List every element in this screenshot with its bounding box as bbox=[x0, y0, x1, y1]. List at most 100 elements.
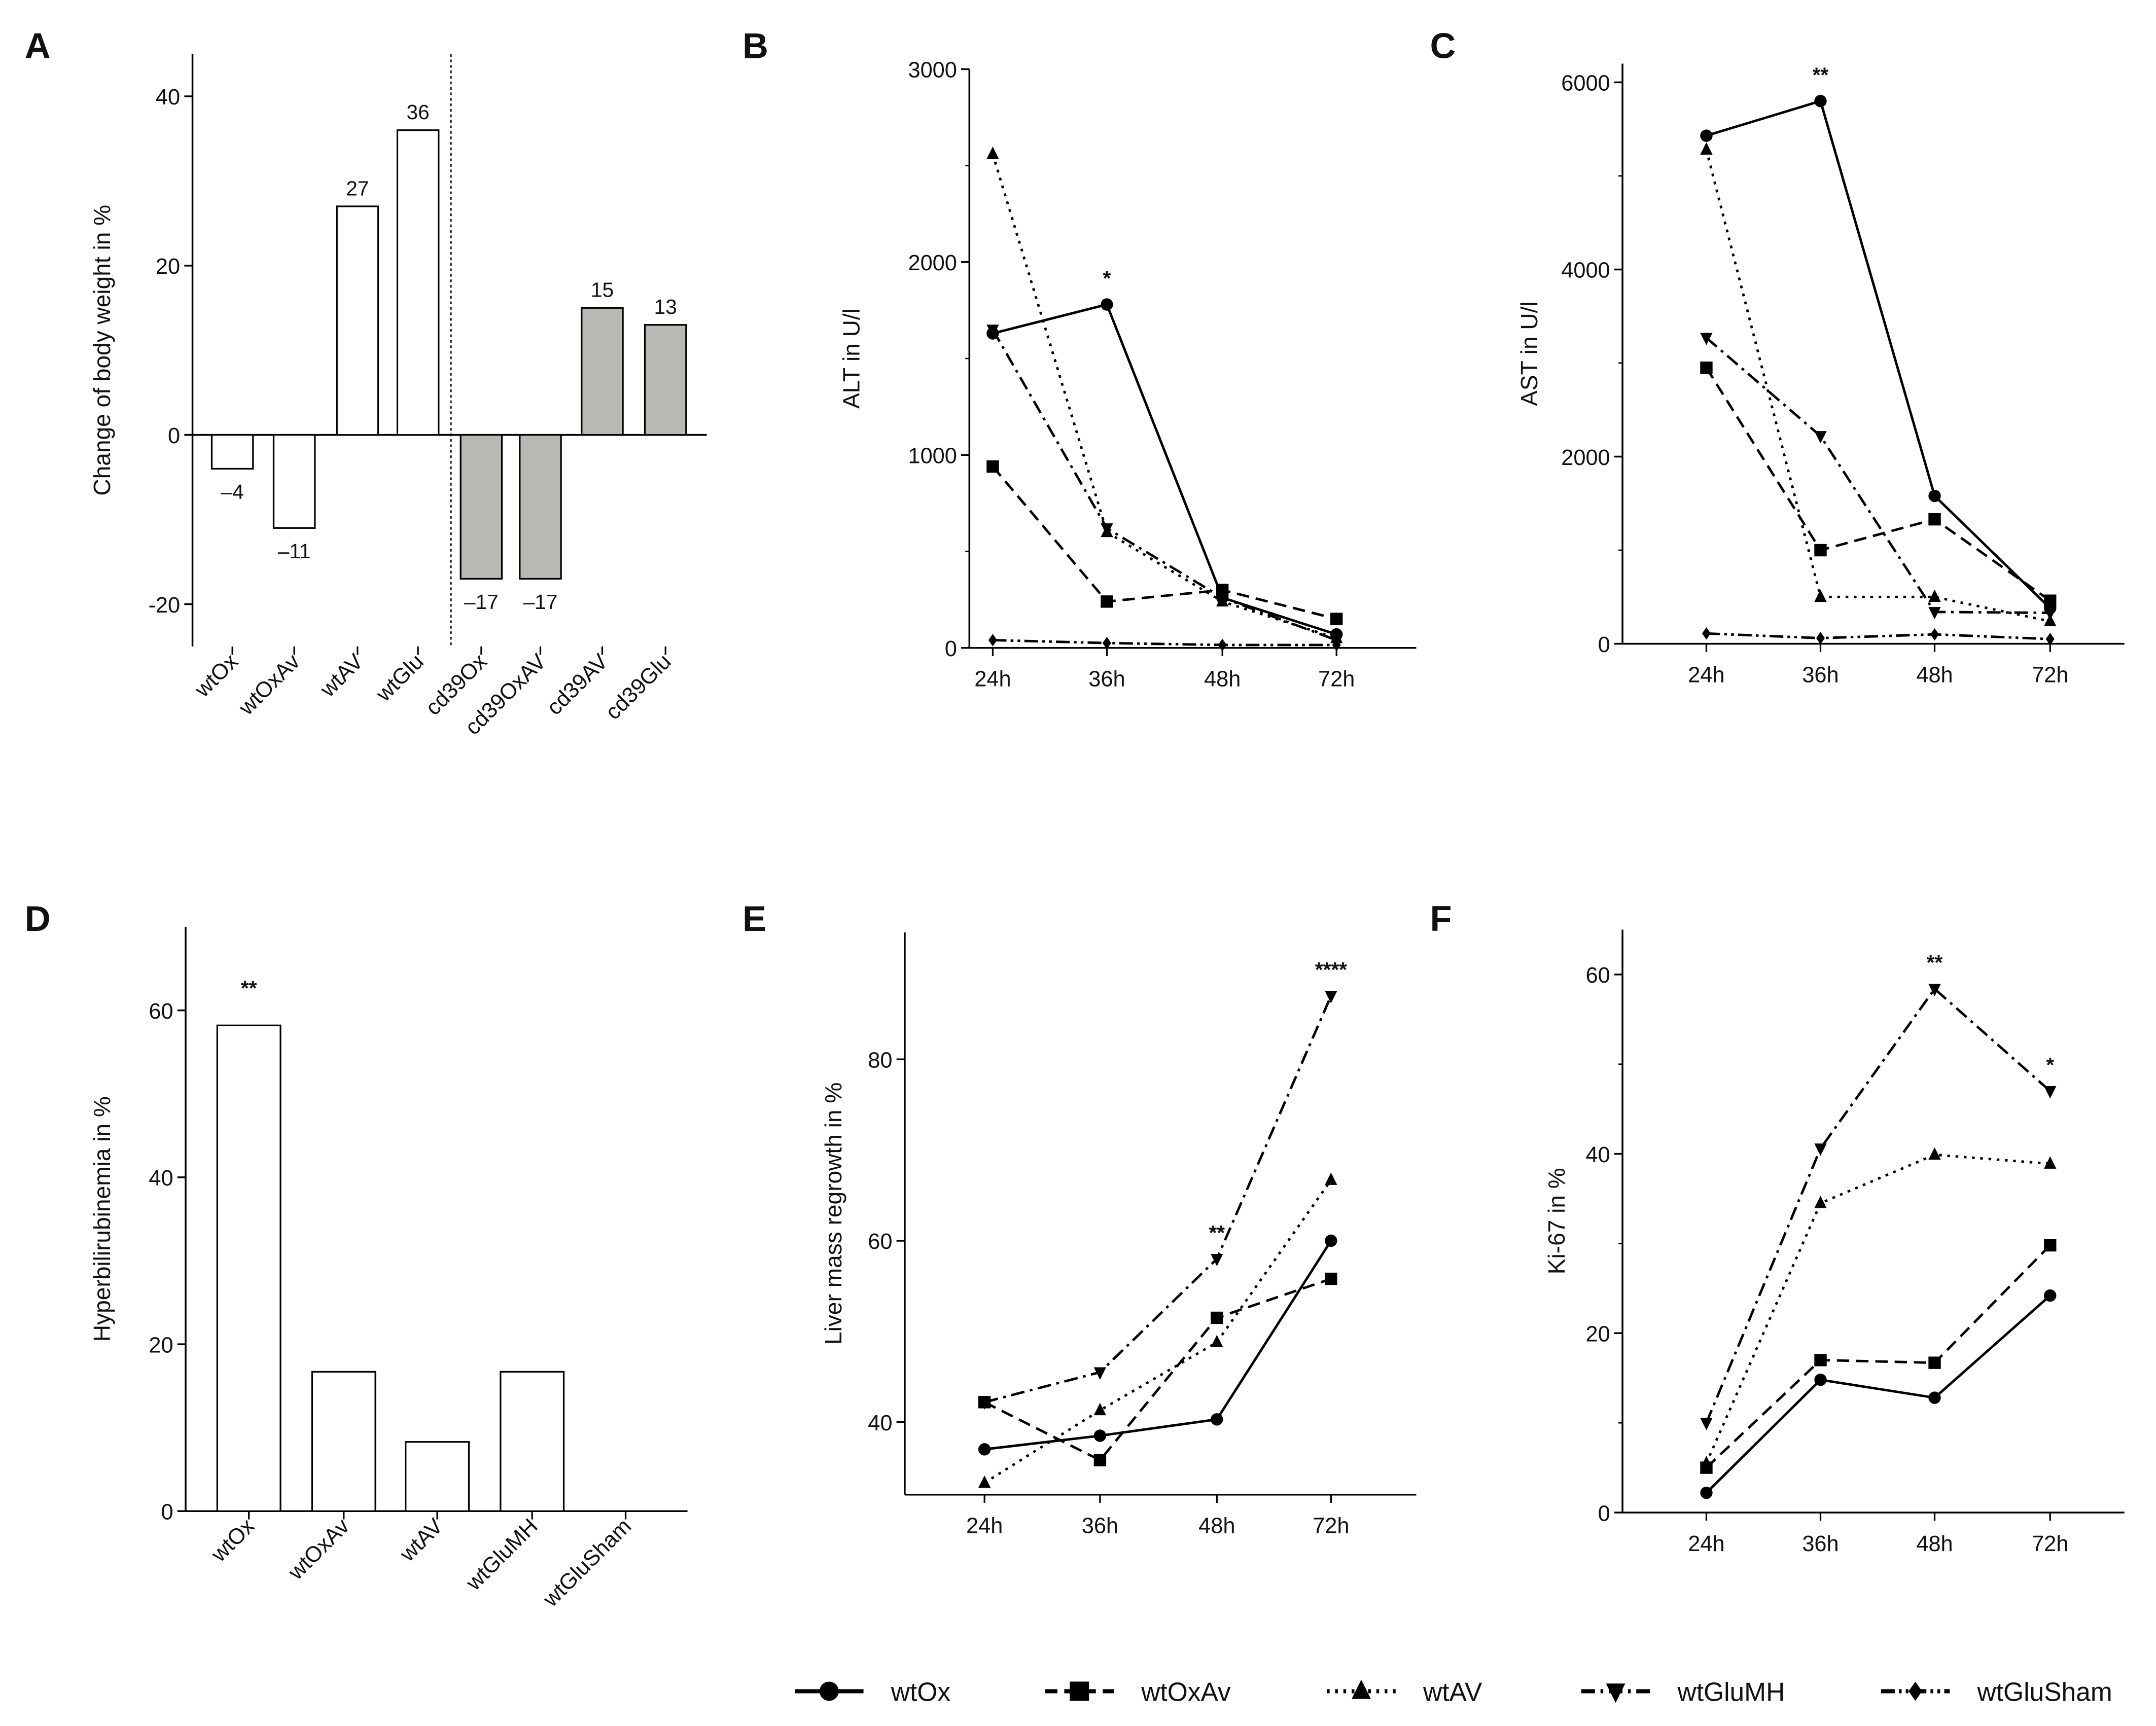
legend: wtOx wtOxAv wtAV wtGluMH wtGluSham bbox=[795, 1677, 2112, 1706]
legend-marker-icon bbox=[1606, 1683, 1625, 1703]
legend-item-wtOxAv: wtOxAv bbox=[1045, 1677, 1231, 1706]
data-point bbox=[978, 1443, 991, 1456]
significance-annotation: ** bbox=[1209, 1221, 1225, 1244]
data-point bbox=[2044, 594, 2057, 607]
x-tick-label: wtOxAv bbox=[234, 649, 305, 720]
data-point bbox=[2044, 1156, 2057, 1169]
data-label: –17 bbox=[523, 590, 558, 614]
series-line bbox=[1705, 337, 2051, 615]
y-tick-label: 0 bbox=[168, 424, 180, 448]
series-wtAV bbox=[1700, 142, 2057, 627]
legend-marker-icon bbox=[1352, 1679, 1371, 1699]
panel-c: C 0 2000 4000 6000 AST in U/l 24h 36h 48h 72h ** bbox=[1430, 26, 2125, 687]
significance-annotation: ** bbox=[241, 977, 257, 1000]
panel-b: B 0 1000 2000 3000 ALT in U/l 24h 36h 48h 72h * bbox=[743, 26, 1417, 692]
significance-annotation: ** bbox=[1927, 951, 1943, 974]
data-point bbox=[1211, 1413, 1223, 1426]
legend-label: wtOxAv bbox=[1141, 1677, 1231, 1706]
data-point bbox=[978, 1397, 991, 1410]
data-point bbox=[1928, 984, 1941, 996]
series-wtOxAv bbox=[1700, 362, 2057, 607]
y-axis-label: AST in U/l bbox=[1516, 301, 1542, 406]
data-point bbox=[1325, 1234, 1337, 1247]
x-tick-label: wtOxAv bbox=[284, 1514, 355, 1585]
series-line bbox=[984, 1277, 1332, 1462]
data-label: 36 bbox=[407, 100, 430, 124]
data-point bbox=[1102, 637, 1111, 650]
data-point bbox=[1928, 1147, 1941, 1160]
data-point bbox=[1928, 513, 1941, 526]
data-point bbox=[1325, 1272, 1337, 1285]
series-line bbox=[984, 1240, 1332, 1451]
legend-label: wtAV bbox=[1423, 1677, 1482, 1706]
data-point bbox=[1216, 593, 1229, 605]
y-tick-label: 60 bbox=[868, 1230, 892, 1254]
data-point bbox=[2044, 1289, 2057, 1302]
bar-wtAV bbox=[336, 205, 379, 436]
x-tick-label: wtAV bbox=[315, 650, 368, 702]
series-line bbox=[1705, 149, 2051, 623]
data-point bbox=[2044, 607, 2057, 621]
x-tick-label: 24h bbox=[1688, 1532, 1724, 1556]
data-point bbox=[1814, 1143, 1827, 1156]
series-line bbox=[1706, 632, 2051, 640]
series-wtAV bbox=[1700, 1147, 2057, 1468]
x-tick-label: 24h bbox=[974, 667, 1011, 692]
y-tick-label: -20 bbox=[148, 593, 180, 618]
y-axis-label: Liver mass regrowth in % bbox=[820, 1083, 846, 1345]
data-point bbox=[1211, 1253, 1223, 1267]
y-tick-label: 6000 bbox=[1561, 71, 1610, 96]
x-tick-label: 24h bbox=[966, 1514, 1003, 1538]
bar-wtAV bbox=[405, 1441, 470, 1512]
x-tick-label: 72h bbox=[1318, 667, 1355, 692]
data-point bbox=[1101, 595, 1113, 608]
data-point bbox=[1928, 1391, 1941, 1404]
data-point bbox=[1700, 129, 1713, 142]
y-tick-label: 40 bbox=[156, 85, 180, 110]
data-point bbox=[1700, 1418, 1713, 1430]
series-wtGluSham bbox=[988, 634, 1341, 652]
data-point bbox=[1093, 1367, 1107, 1380]
y-tick-label: 4000 bbox=[1561, 259, 1610, 283]
legend-item-wtAV: wtAV bbox=[1327, 1677, 1482, 1706]
y-tick-label: 3000 bbox=[908, 58, 957, 83]
series-wtAV bbox=[978, 1172, 1337, 1488]
data-point bbox=[1928, 489, 1941, 502]
legend-marker-icon bbox=[819, 1681, 839, 1701]
x-tick-label: 24h bbox=[1688, 663, 1724, 687]
series-wtOx bbox=[1700, 1289, 2057, 1499]
series-wtGluMH bbox=[1700, 984, 2057, 1430]
x-tick-label: 72h bbox=[2032, 663, 2068, 687]
data-point bbox=[2045, 633, 2055, 645]
data-point bbox=[978, 1475, 991, 1488]
data-point bbox=[1700, 333, 1713, 345]
panel-e: E 40 60 80 Liver mass regrowth in % 24h 36h 48h… bbox=[743, 898, 1417, 1538]
y-tick-label: 60 bbox=[149, 999, 173, 1024]
panel-d: D 0 20 40 60 Hyperbilirubinemia in % wtOx wtOxA… bbox=[25, 898, 688, 1612]
bar-cd39AV bbox=[581, 307, 624, 436]
x-tick-label: wtGlu bbox=[371, 650, 429, 707]
series-line bbox=[992, 154, 1337, 640]
data-point bbox=[1814, 431, 1827, 444]
data-point bbox=[1093, 1454, 1107, 1466]
legend-label: wtGluSham bbox=[1977, 1677, 2112, 1706]
x-tick-label: 48h bbox=[1916, 1532, 1953, 1556]
series-line bbox=[1705, 1244, 2051, 1469]
bar-cd39Ox bbox=[460, 434, 503, 580]
data-point bbox=[1211, 1335, 1223, 1348]
data-point bbox=[1700, 362, 1713, 374]
data-point bbox=[1814, 1196, 1827, 1208]
panel-letter: D bbox=[25, 898, 51, 939]
data-point bbox=[1700, 142, 1713, 155]
y-tick-label: 0 bbox=[945, 637, 957, 661]
series-line bbox=[992, 329, 1337, 641]
x-tick-label: 48h bbox=[1198, 1514, 1235, 1538]
y-tick-label: 80 bbox=[868, 1049, 892, 1073]
legend-marker-icon bbox=[1070, 1681, 1089, 1701]
data-point bbox=[1928, 1356, 1941, 1369]
series-wtOxAv bbox=[986, 460, 1343, 625]
panel-letter: A bbox=[25, 26, 51, 66]
x-tick-label: 72h bbox=[1313, 1514, 1349, 1538]
data-point bbox=[1101, 298, 1113, 311]
